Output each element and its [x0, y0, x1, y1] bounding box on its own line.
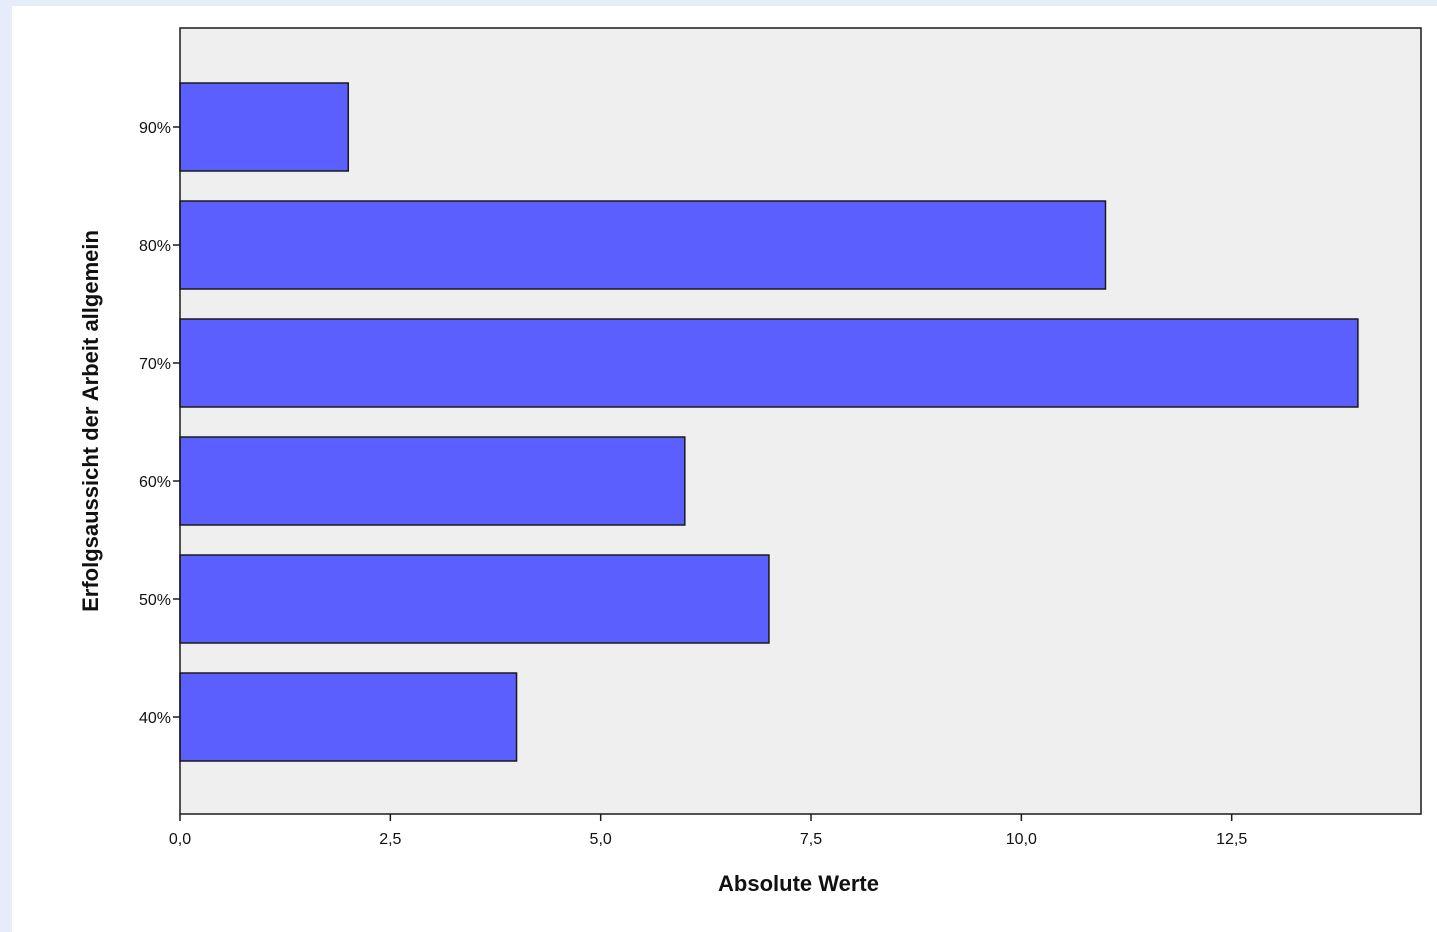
bar-80pct: [179, 200, 1107, 290]
y-tick-label: 60%: [139, 474, 171, 491]
x-tick-label: 7,5: [800, 831, 822, 848]
bar-50pct: [179, 554, 770, 644]
chart-panel: 90% 80% 70% 60% 50% 40% 0,0 2,5 5,0 7,5 10,0 12,5 …: [12, 6, 1437, 932]
bars-group: [179, 82, 1359, 762]
x-tick-label: 0,0: [169, 831, 191, 848]
bar-70pct: [179, 318, 1359, 408]
x-axis-ticks: 0,0 2,5 5,0 7,5 10,0 12,5: [169, 814, 1247, 848]
y-tick-label: 90%: [139, 120, 171, 137]
x-axis-title: Absolute Werte: [718, 871, 879, 896]
bar-chart: 90%80%70%60%50%40% 0,0 2,5 5,0 7,5 10,0 12,5 …: [78, 27, 1422, 896]
y-axis-title: Erfolgsaussicht der Arbeit allgemein: [78, 230, 103, 612]
y-tick-label: 80%: [139, 238, 171, 255]
x-tick-label: 2,5: [379, 831, 401, 848]
y-tick-label: 50%: [139, 592, 171, 609]
x-tick-label: 10,0: [1006, 831, 1037, 848]
bar-40pct: [179, 672, 518, 762]
y-axis-ticks: 90% 80% 70% 60% 50% 40%: [139, 120, 180, 727]
bar-90pct: [179, 82, 350, 172]
y-tick-label: 70%: [139, 356, 171, 373]
x-tick-label: 12,5: [1216, 831, 1247, 848]
plot-frame: [179, 27, 1422, 815]
bar-60pct: [179, 436, 686, 526]
y-tick-label: 40%: [139, 710, 171, 727]
x-tick-label: 5,0: [590, 831, 612, 848]
